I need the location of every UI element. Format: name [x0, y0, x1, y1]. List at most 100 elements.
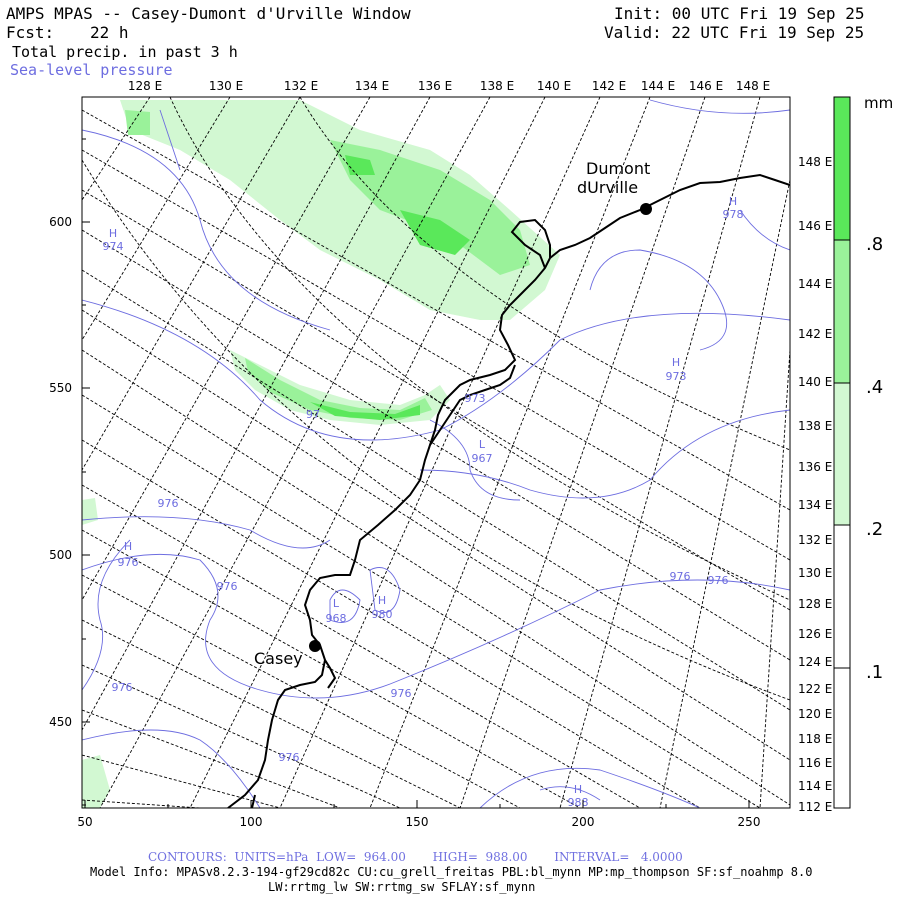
pressure-value: 988 — [568, 796, 589, 809]
colorbar-segment — [834, 240, 850, 383]
init-time: Init: 00 UTC Fri 19 Sep 25 — [614, 4, 865, 23]
pressure-value: 976 — [391, 687, 412, 700]
pressure-value: 978 — [723, 208, 744, 221]
lon-label: 136 E — [798, 460, 832, 474]
y-tick-label: 450 — [49, 715, 72, 729]
colorbar-segment — [834, 668, 850, 808]
lon-label: 120 E — [798, 707, 832, 721]
map-frame — [81, 96, 791, 809]
pressure-letter: L — [479, 438, 486, 451]
lon-label: 138 E — [480, 79, 514, 93]
lon-label: 128 E — [798, 597, 832, 611]
lon-label: 144 E — [641, 79, 675, 93]
pressure-value: 976 — [158, 497, 179, 510]
colorbar-segment — [834, 525, 850, 668]
pressure-value: 973 — [465, 392, 486, 405]
pressure-value: 980 — [372, 608, 393, 621]
pressure-letter: H — [729, 195, 737, 208]
lon-label: 124 E — [798, 655, 832, 669]
lon-label: 118 E — [798, 732, 832, 746]
lon-label: 148 E — [736, 79, 770, 93]
x-axis-ticks — [84, 800, 750, 808]
y-tick-label: 600 — [49, 215, 72, 229]
top-longitude-labels: 128 E 130 E 132 E 134 E 136 E 138 E 140 … — [128, 79, 770, 93]
lon-label: 132 E — [798, 533, 832, 547]
pressure-value: 976 — [118, 556, 139, 569]
lon-label: 130 E — [209, 79, 243, 93]
pressure-value: 976 — [708, 574, 729, 587]
valid-time: Valid: 22 UTC Fri 19 Sep 25 — [604, 23, 865, 42]
y-axis-labels: 600 550 500 450 — [49, 215, 72, 729]
coastline — [227, 173, 790, 808]
lon-label: 132 E — [284, 79, 318, 93]
casey-marker — [309, 640, 321, 652]
pressure-labels: H 974 H 978 H 973 973 L 967 97 976 H 976… — [103, 195, 744, 809]
stations: Dumont dUrville Casey — [254, 159, 652, 668]
lon-label: 128 E — [128, 79, 162, 93]
pressure-value: 976 — [279, 751, 300, 764]
lon-label: 142 E — [592, 79, 626, 93]
x-tick-label: 250 — [738, 815, 761, 829]
model-info: Model Info: MPASv8.2.3-194-gf29cd82c CU:… — [90, 865, 813, 879]
lon-label: 146 E — [798, 219, 832, 233]
station-dumont-name2: dUrville — [577, 178, 638, 197]
colorbar-label: .2 — [866, 519, 883, 540]
colorbar-segment — [834, 383, 850, 525]
pressure-letter: H — [124, 540, 132, 553]
y-tick-label: 500 — [49, 548, 72, 562]
lon-label: 130 E — [798, 566, 832, 580]
colorbar-segment — [834, 97, 850, 240]
lon-label: 122 E — [798, 682, 832, 696]
lon-label: 116 E — [798, 756, 832, 770]
map-title: AMPS MPAS -- Casey-Dumont d'Urville Wind… — [6, 4, 411, 23]
field-precip-label: Total precip. in past 3 h — [12, 43, 238, 61]
lon-label: 138 E — [798, 419, 832, 433]
pressure-letter: H — [574, 783, 582, 796]
lon-label: 140 E — [537, 79, 571, 93]
lon-label: 148 E — [798, 155, 832, 169]
pressure-value: 973 — [666, 370, 687, 383]
pressure-letter: H — [109, 227, 117, 240]
lon-label: 144 E — [798, 277, 832, 291]
pressure-letter: H — [672, 356, 680, 369]
dumont-durville-marker — [640, 203, 652, 215]
lon-label: 134 E — [798, 498, 832, 512]
forecast-label: Fcst: — [6, 23, 55, 42]
pressure-value: 976 — [112, 681, 133, 694]
lon-label: 136 E — [418, 79, 452, 93]
right-longitude-labels: 148 E 146 E 144 E 142 E 140 E 138 E 136 … — [798, 155, 832, 814]
x-tick-label: 50 — [77, 815, 92, 829]
station-dumont-name1: Dumont — [586, 159, 650, 178]
pressure-letter: L — [333, 597, 340, 610]
colorbar: mm .8 .4 .2 .1 — [833, 94, 893, 809]
field-pressure-label: Sea-level pressure — [10, 61, 173, 79]
lon-label: 134 E — [355, 79, 389, 93]
colorbar-label: .8 — [866, 234, 883, 255]
pressure-value: 976 — [217, 580, 238, 593]
latlon-grid — [82, 97, 790, 808]
pressure-value: 976 — [670, 570, 691, 583]
pressure-value: 97 — [306, 408, 320, 421]
x-axis-labels: 50 100 150 200 250 — [77, 815, 760, 829]
y-tick-label: 550 — [49, 381, 72, 395]
pressure-letter: H — [378, 594, 386, 607]
contour-info: CONTOURS: UNITS=hPa LOW= 964.00 HIGH= 98… — [148, 850, 683, 864]
forecast-hour: 22 h — [90, 23, 129, 42]
lon-label: 140 E — [798, 375, 832, 389]
x-tick-label: 100 — [240, 815, 263, 829]
lon-label: 142 E — [798, 327, 832, 341]
colorbar-unit: mm — [864, 94, 893, 112]
pressure-value: 967 — [472, 452, 493, 465]
lon-label: 126 E — [798, 627, 832, 641]
pressure-value: 974 — [103, 240, 124, 253]
colorbar-label: .1 — [866, 662, 883, 683]
y-axis-ticks — [82, 138, 90, 806]
x-tick-label: 150 — [406, 815, 429, 829]
lon-label: 112 E — [798, 800, 832, 814]
lon-label: 146 E — [689, 79, 723, 93]
lon-label: 114 E — [798, 779, 832, 793]
model-info-line2: LW:rrtmg_lw SW:rrtmg_sw SFLAY:sf_mynn — [268, 880, 536, 894]
station-casey-name: Casey — [254, 649, 303, 668]
pressure-value: 968 — [326, 612, 347, 625]
